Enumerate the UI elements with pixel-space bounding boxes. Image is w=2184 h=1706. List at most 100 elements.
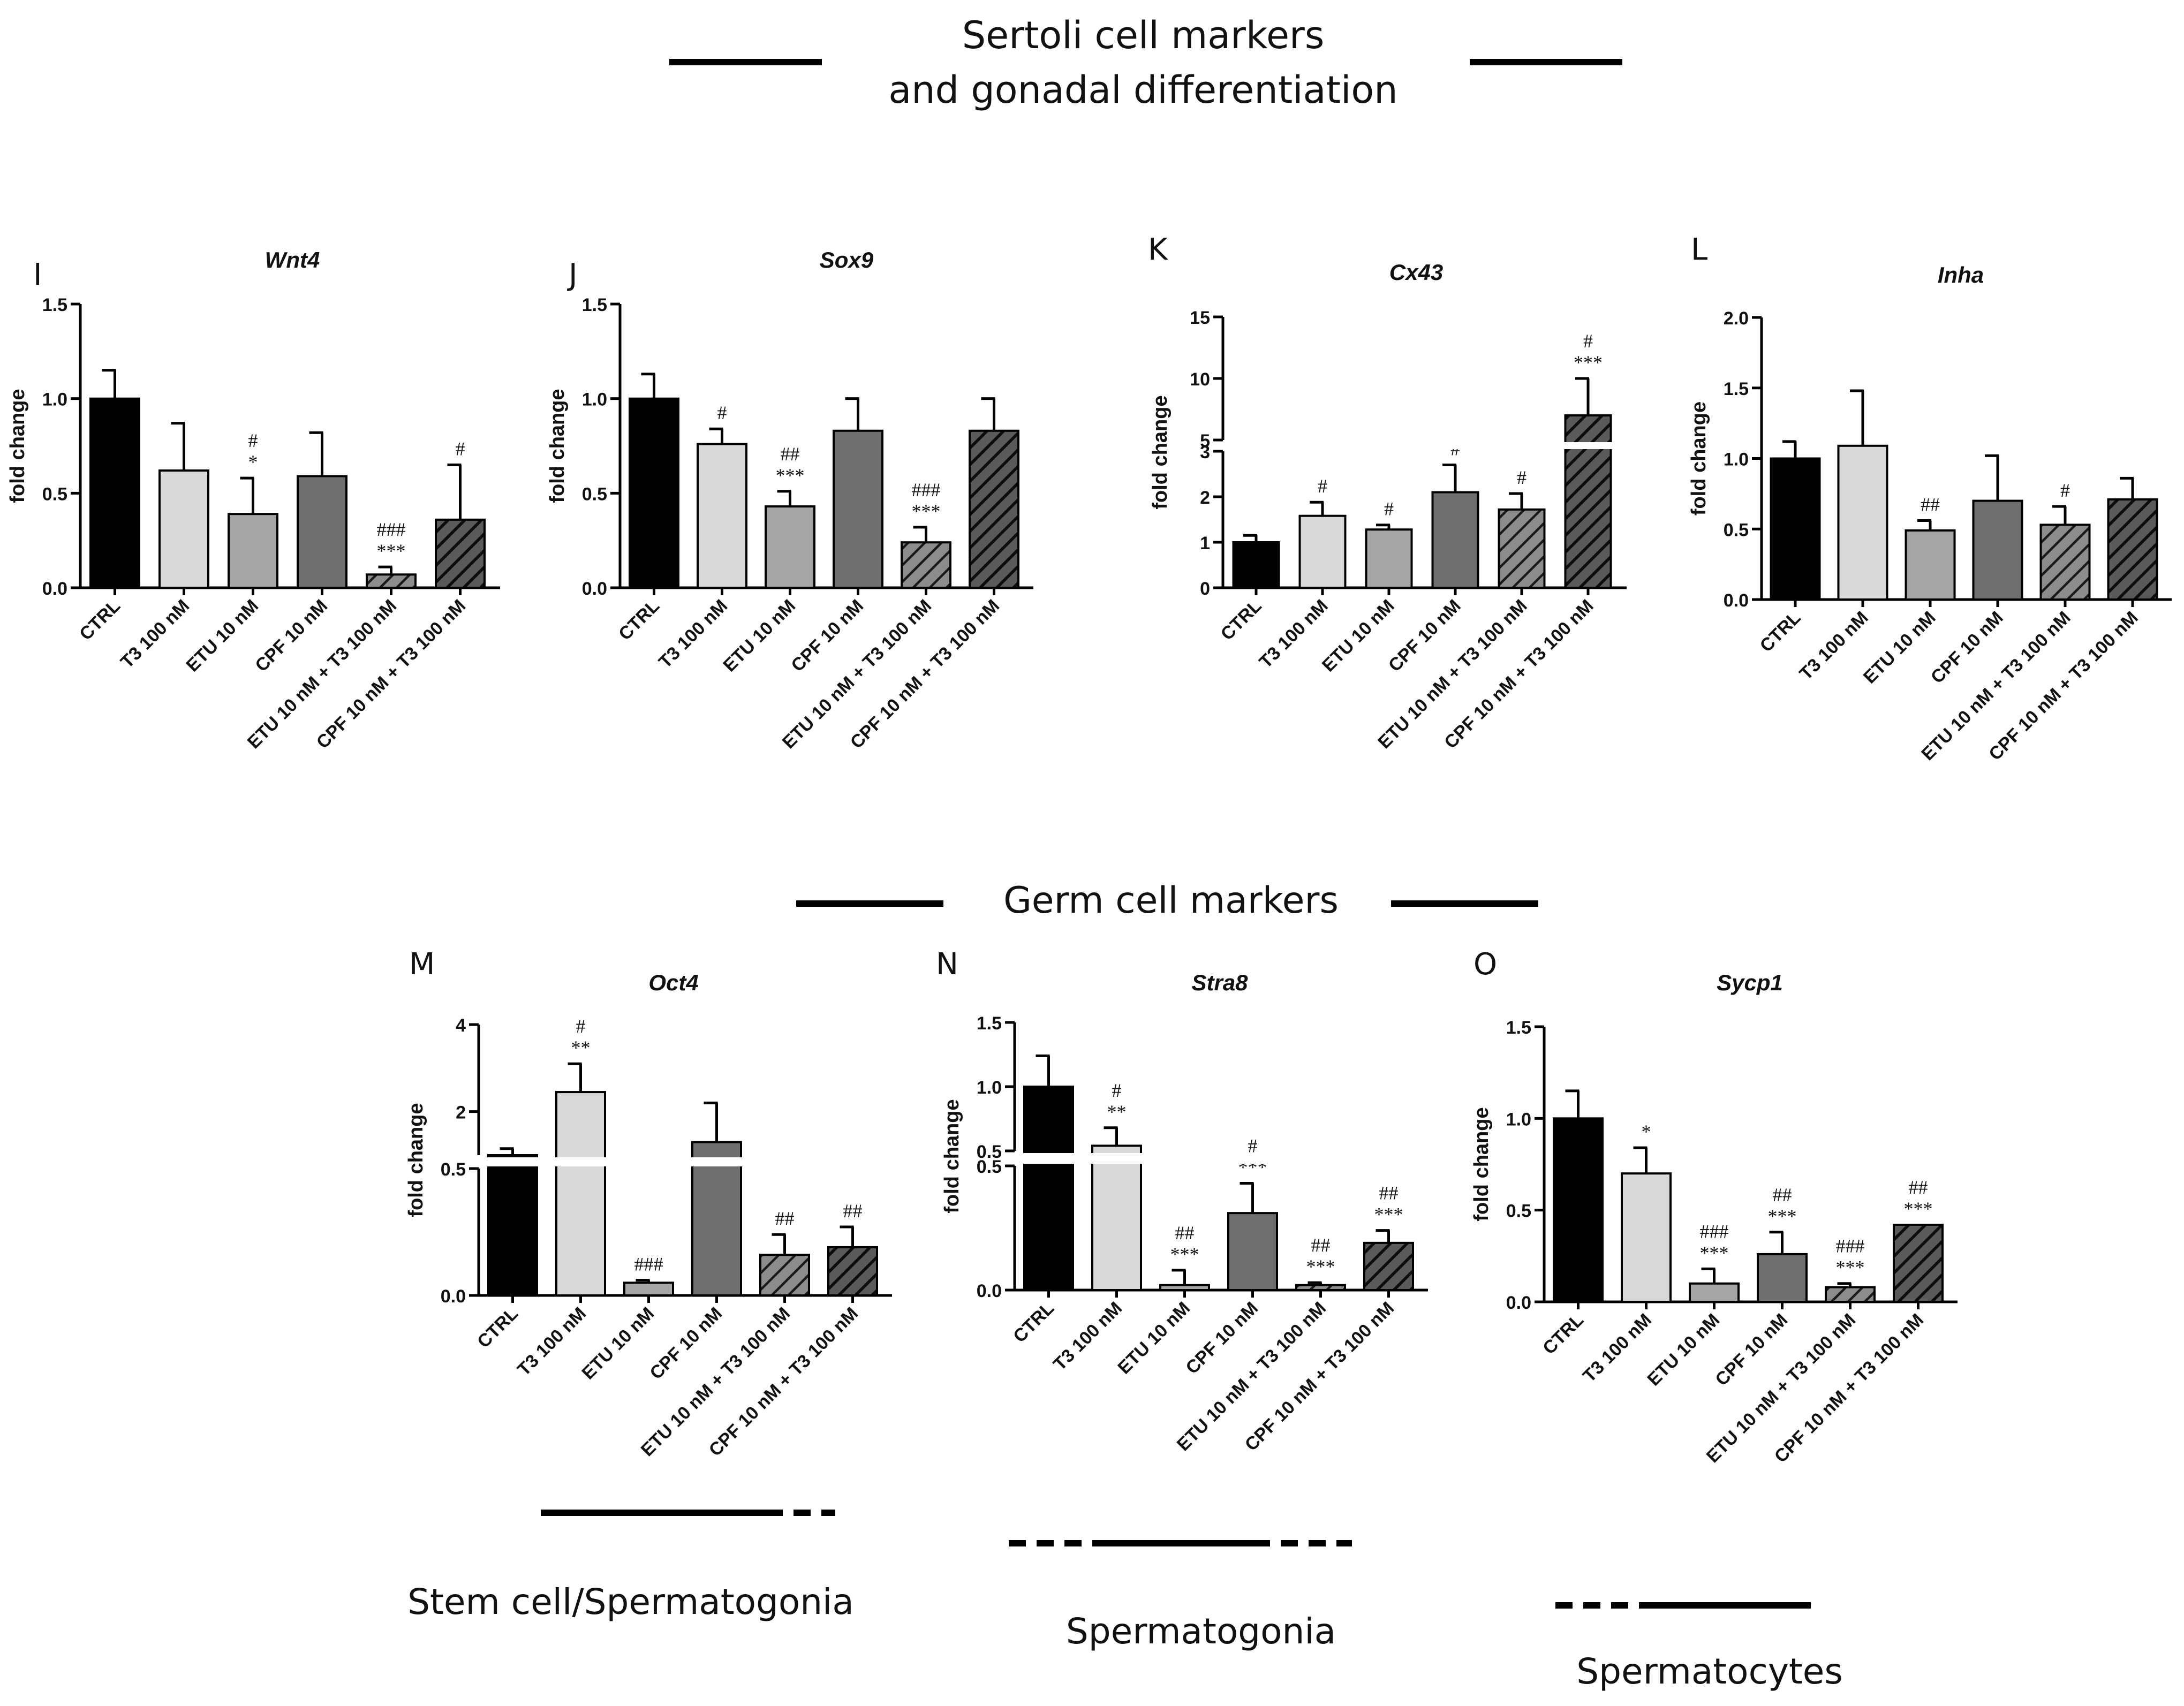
significance-marker: *** — [1306, 1256, 1335, 1277]
significance-marker: ** — [571, 1037, 591, 1058]
y-tick-label: 1.5 — [582, 295, 607, 315]
bar-etu-10-nm-t3-100-nm — [2039, 524, 2091, 601]
bar-cpf-10-nm — [833, 429, 883, 589]
bar-t3-100-nm — [1091, 1144, 1142, 1291]
germ-title: Germ cell markers — [1003, 879, 1339, 922]
category-label: ETU 10 nM — [578, 1303, 658, 1384]
chart-title: Cx43 — [1389, 260, 1443, 285]
significance-marker: # — [717, 402, 727, 423]
bar-etu-10-nm — [1365, 528, 1413, 589]
chart-title: Sox9 — [820, 247, 874, 272]
significance-marker: # — [1583, 330, 1593, 352]
bar-etu-10-nm — [623, 1282, 674, 1297]
significance-marker: ## — [1909, 1177, 1928, 1198]
significance-marker: ## — [781, 443, 800, 465]
chart-title: Sycp1 — [1717, 970, 1783, 995]
significance-marker: *** — [1170, 1244, 1199, 1265]
y-tick-label: 3 — [1200, 442, 1210, 462]
bar-ctrl — [1553, 1117, 1604, 1303]
bar-t3-100-nm — [1621, 1172, 1672, 1303]
bar-t3-100-nm — [697, 443, 747, 589]
chart-title: Wnt4 — [265, 247, 320, 272]
y-tick-label: 1.5 — [1724, 379, 1749, 399]
significance-marker: * — [1642, 1121, 1651, 1142]
significance-marker: ## — [1175, 1222, 1195, 1244]
bar-ctrl — [1232, 541, 1280, 589]
y-tick-label: 0.0 — [1506, 1293, 1531, 1313]
significance-marker: ## — [843, 1200, 863, 1222]
y-tick-label: 0.5 — [977, 1142, 1002, 1162]
y-tick-label: 0.0 — [582, 579, 607, 599]
y-axis-label: fold change — [1149, 395, 1172, 509]
category-label: CTRL — [1009, 1298, 1058, 1347]
y-tick-label: 0.5 — [977, 1157, 1002, 1177]
bar-ctrl — [629, 397, 679, 589]
y-tick-label: 1.0 — [977, 1078, 1002, 1098]
bar-etu-10-nm-t3-100-nm — [1498, 508, 1546, 589]
bar-cpf-10-nm-t3-100-nm — [969, 429, 1019, 589]
y-axis-label: fold change — [1688, 401, 1710, 515]
bar-t3-100-nm — [158, 469, 209, 589]
bar-ctrl — [1770, 457, 1821, 601]
significance-marker: *** — [776, 465, 805, 486]
bar-cpf-10-nm — [691, 1141, 742, 1297]
y-tick-label: 1.0 — [1724, 450, 1749, 470]
spermatocytes-stage-label: Spermatocytes — [1576, 1651, 1843, 1692]
y-axis-label: fold change — [546, 389, 569, 503]
axis-break-gap — [1225, 442, 1623, 449]
significance-marker: ### — [377, 519, 406, 540]
significance-marker: ## — [1379, 1182, 1399, 1204]
bar-etu-10-nm — [228, 513, 278, 589]
y-tick-label: 0.0 — [441, 1286, 466, 1307]
y-tick-label: 1.5 — [1506, 1018, 1531, 1038]
y-tick-label: 2 — [1200, 488, 1210, 508]
y-tick-label: 2.0 — [1724, 308, 1749, 329]
panel-letter: I — [33, 257, 42, 292]
significance-marker: *** — [377, 540, 406, 562]
panel-letter: L — [1691, 232, 1707, 267]
y-tick-label: 1.5 — [42, 295, 67, 315]
category-label: ETU 10 nM — [1114, 1298, 1194, 1378]
category-label: CTRL — [615, 596, 663, 645]
significance-marker: *** — [1374, 1204, 1403, 1225]
category-label: ETU 10 nM — [1643, 1310, 1724, 1390]
y-axis-label: fold change — [941, 1099, 963, 1213]
significance-marker: # — [1384, 498, 1394, 520]
panel-letter: J — [567, 257, 578, 292]
bar-t3-100-nm — [1837, 444, 1888, 601]
category-label: ETU 10 nM — [182, 596, 262, 676]
y-tick-label: 0.0 — [1724, 590, 1749, 611]
y-tick-label: 0.5 — [1724, 520, 1749, 540]
bar-etu-10-nm-t3-100-nm — [759, 1254, 810, 1296]
sertoli-title-line1: Sertoli cell markers — [962, 13, 1325, 57]
significance-marker: *** — [912, 501, 941, 522]
bar-etu-10-nm-t3-100-nm — [901, 541, 951, 589]
y-tick-label: 1.0 — [1506, 1109, 1531, 1129]
bar-etu-10-nm — [1689, 1282, 1740, 1303]
bar-cpf-10-nm — [1227, 1212, 1278, 1291]
y-tick-label: 0.5 — [582, 484, 607, 504]
chart-title: Stra8 — [1191, 970, 1248, 995]
y-tick-label: 10 — [1190, 369, 1210, 390]
significance-marker: # — [2060, 480, 2070, 501]
y-tick-label: 0.5 — [441, 1159, 466, 1180]
significance-marker: ### — [1836, 1235, 1865, 1257]
significance-marker: ### — [634, 1254, 663, 1275]
bar-cpf-10-nm — [1972, 499, 2023, 601]
bar-etu-10-nm — [765, 505, 815, 589]
bar-t3-100-nm — [1298, 514, 1347, 589]
bar-cpf-10-nm-t3-100-nm — [1363, 1241, 1414, 1292]
y-tick-label: 1 — [1200, 533, 1210, 553]
bar-cpf-10-nm — [1757, 1253, 1808, 1303]
bar-ctrl — [487, 1154, 538, 1296]
chart-title: Oct4 — [648, 970, 698, 995]
category-label: CTRL — [75, 596, 124, 645]
bar-cpf-10-nm-t3-100-nm — [827, 1246, 878, 1296]
category-label: CTRL — [1217, 596, 1266, 645]
significance-marker: ### — [912, 479, 941, 501]
sertoli-title-line2: and gonadal differentiation — [888, 68, 1397, 112]
